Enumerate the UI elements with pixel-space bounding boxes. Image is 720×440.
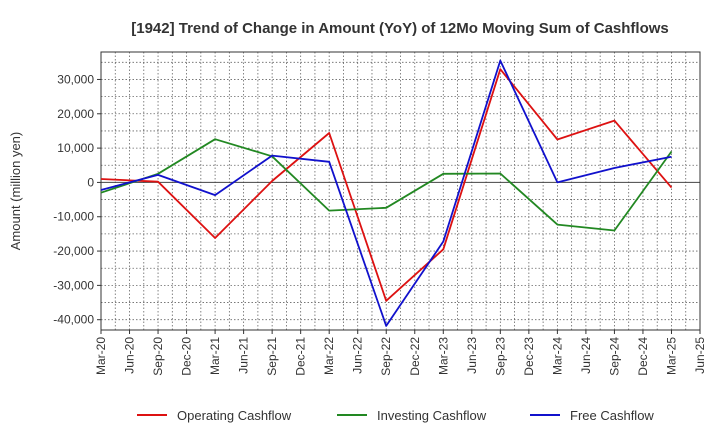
x-axis: Mar-20 Jun-20 Sep-20 Dec-20 Mar-21 Jun-21 Sep-… [94, 330, 707, 376]
plot-frame [100, 51, 701, 331]
x-tick-label: Jun-23 [465, 337, 479, 374]
y-axis-label: Amount (million yen) [8, 132, 23, 251]
chart-title: [1942] Trend of Change in Amount (YoY) o… [131, 20, 669, 37]
grid [100, 52, 701, 330]
y-tick-label: -10,000 [53, 210, 94, 224]
operating-cashflow-line [100, 68, 673, 302]
legend-label-operating-cashflow: Operating Cashflow [177, 408, 292, 423]
x-tick-label: Jun-25 [693, 337, 707, 374]
x-tick-label: Mar-23 [436, 337, 450, 375]
x-tick-label: Dec-24 [636, 337, 650, 376]
y-tick-label: -30,000 [53, 278, 94, 292]
y-tick-label: -20,000 [53, 244, 94, 258]
x-tick-label: Mar-24 [550, 337, 564, 375]
legend-label-free-cashflow: Free Cashflow [570, 408, 654, 423]
y-tick-label: 10,000 [57, 141, 94, 155]
y-tick-label: -40,000 [53, 313, 94, 327]
x-tick-label: Jun-21 [237, 337, 251, 374]
x-tick-label: Mar-21 [208, 337, 222, 375]
y-tick-label: 0 [87, 175, 94, 189]
y-axis: 30,000 20,000 10,000 0 -10,000 -20,000 -30,000… [53, 72, 101, 327]
x-tick-label: Sep-20 [151, 337, 165, 376]
x-tick-label: Dec-22 [408, 337, 422, 376]
x-tick-label: Dec-23 [522, 337, 536, 376]
x-tick-label: Mar-20 [94, 337, 108, 375]
x-tick-label: Jun-24 [579, 337, 593, 374]
x-tick-label: Dec-21 [294, 337, 308, 376]
y-tick-label: 30,000 [57, 72, 94, 86]
x-tick-label: Sep-23 [493, 337, 507, 376]
x-tick-label: Jun-20 [123, 337, 137, 374]
y-tick-label: 20,000 [57, 107, 94, 121]
x-tick-label: Mar-22 [322, 337, 336, 375]
series-group [100, 59, 673, 327]
x-tick-label: Sep-22 [379, 337, 393, 376]
investing-cashflow-line [100, 138, 673, 232]
legend-label-investing-cashflow: Investing Cashflow [377, 408, 487, 423]
x-tick-label: Dec-20 [180, 337, 194, 376]
x-tick-label: Sep-24 [607, 337, 621, 376]
x-tick-label: Mar-25 [664, 337, 678, 375]
free-cashflow-line [100, 59, 672, 327]
x-tick-label: Jun-22 [351, 337, 365, 374]
x-tick-label: Sep-21 [265, 337, 279, 376]
legend: Operating Cashflow Investing Cashflow Free… [137, 408, 654, 423]
